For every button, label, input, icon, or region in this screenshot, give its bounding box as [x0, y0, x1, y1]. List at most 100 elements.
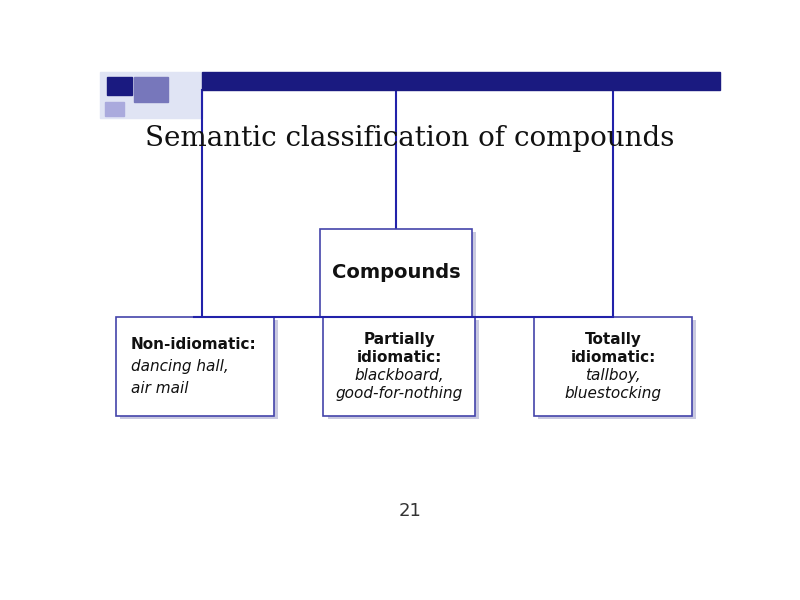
Bar	[363, 343, 435, 390]
Bar	[363, 254, 429, 292]
Bar	[120, 320, 278, 419]
Bar	[560, 334, 666, 400]
Bar	[538, 319, 688, 414]
Bar	[333, 236, 459, 310]
Bar	[142, 334, 247, 400]
Bar	[325, 318, 474, 415]
Bar	[330, 322, 468, 412]
Bar	[107, 77, 132, 95]
Bar	[609, 364, 617, 369]
Text: good-for-nothing: good-for-nothing	[335, 386, 462, 401]
Bar	[549, 326, 677, 407]
Bar	[596, 356, 630, 377]
Bar	[147, 337, 242, 396]
Bar	[391, 270, 402, 276]
Bar	[123, 322, 266, 412]
Bar	[132, 328, 257, 406]
Bar	[138, 331, 251, 402]
Bar	[343, 330, 455, 403]
Bar	[570, 339, 657, 394]
Bar	[365, 255, 427, 291]
Bar	[536, 318, 690, 415]
Bar	[342, 242, 450, 304]
Bar	[130, 326, 258, 407]
Bar	[182, 358, 208, 375]
Bar	[185, 361, 204, 373]
Bar	[585, 349, 642, 385]
Bar	[586, 350, 639, 383]
Bar	[366, 256, 426, 290]
Bar	[323, 317, 475, 416]
Bar	[151, 339, 238, 394]
Bar	[600, 358, 626, 375]
Bar	[378, 262, 414, 284]
Text: dancing hall,: dancing hall,	[131, 359, 229, 374]
Bar	[332, 236, 461, 310]
Bar	[179, 357, 210, 376]
Bar	[607, 363, 619, 370]
Bar	[327, 320, 479, 419]
Bar	[115, 317, 274, 416]
Bar	[146, 336, 243, 397]
Bar	[553, 329, 674, 404]
Bar	[161, 345, 229, 388]
Bar	[166, 349, 223, 385]
Bar	[372, 259, 420, 287]
Bar	[386, 358, 412, 375]
Bar	[178, 356, 212, 377]
Bar	[352, 247, 440, 299]
Bar	[100, 72, 202, 118]
Bar	[347, 245, 445, 301]
Bar	[538, 320, 697, 419]
Bar	[370, 258, 422, 287]
Bar	[346, 244, 446, 302]
Bar	[359, 340, 439, 392]
Bar	[189, 363, 200, 370]
Bar	[361, 341, 438, 391]
Bar	[330, 235, 462, 311]
Bar	[134, 77, 168, 102]
Bar	[368, 257, 424, 289]
Text: Partially: Partially	[363, 332, 435, 347]
Bar	[590, 352, 636, 381]
Bar	[140, 332, 249, 401]
Bar	[592, 353, 634, 380]
Bar	[346, 332, 452, 401]
Bar	[356, 250, 436, 296]
Bar	[564, 336, 662, 397]
Bar	[392, 362, 406, 371]
Bar	[566, 337, 660, 396]
Bar	[329, 234, 463, 312]
Bar	[155, 341, 234, 391]
Bar	[115, 317, 274, 416]
Bar	[323, 231, 469, 315]
Bar	[339, 240, 454, 306]
Bar	[366, 345, 432, 388]
Bar	[606, 362, 621, 371]
Bar	[542, 322, 685, 412]
Bar	[354, 249, 438, 297]
Bar	[534, 317, 692, 416]
Bar	[326, 232, 466, 314]
Bar	[372, 349, 426, 385]
Bar	[320, 229, 472, 317]
Bar	[577, 344, 649, 389]
Bar	[345, 331, 454, 402]
Text: tallboy,: tallboy,	[586, 368, 641, 383]
Bar	[172, 352, 218, 381]
Bar	[554, 330, 671, 403]
Bar	[381, 355, 418, 379]
Bar	[105, 102, 123, 116]
Bar	[579, 345, 647, 388]
Bar	[325, 232, 476, 320]
Bar	[385, 266, 407, 280]
Bar	[540, 320, 686, 413]
Text: Compounds: Compounds	[332, 263, 461, 283]
Text: blackboard,: blackboard,	[354, 368, 444, 383]
Bar	[343, 242, 449, 304]
Bar	[325, 232, 468, 314]
Bar	[329, 320, 470, 413]
Bar	[168, 350, 221, 383]
Bar	[382, 265, 410, 281]
Bar	[338, 326, 461, 407]
